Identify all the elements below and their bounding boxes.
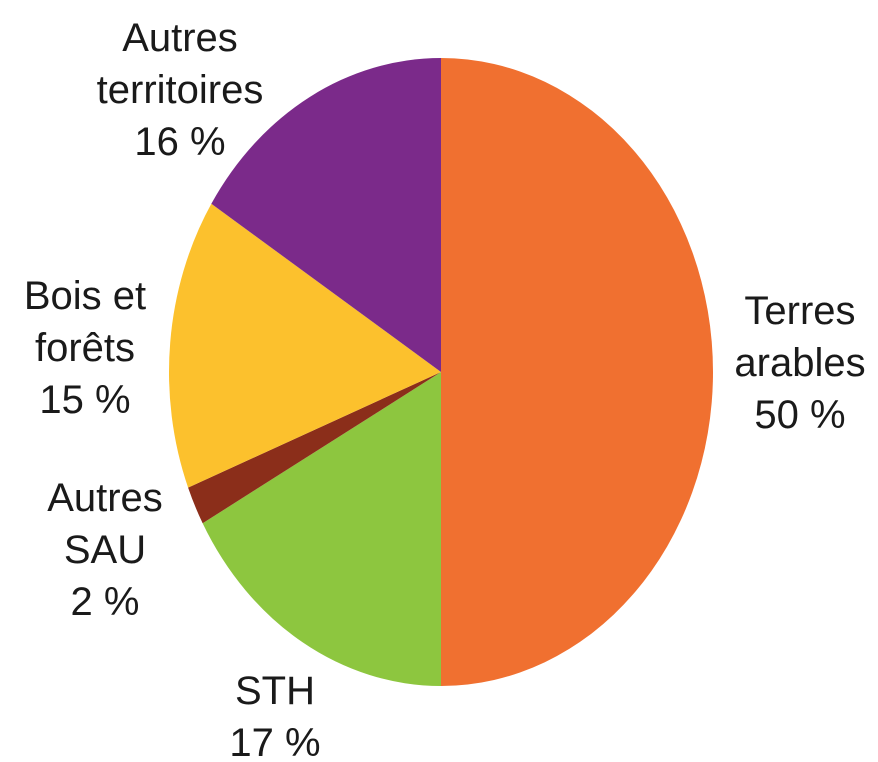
value-label: 2 % bbox=[70, 580, 140, 624]
value-label: 50 % bbox=[754, 393, 846, 437]
slice-label: Autres territoires 16 % bbox=[60, 12, 300, 168]
value-label: 16 % bbox=[134, 120, 226, 164]
category-label: Autres territoires bbox=[96, 16, 264, 112]
pie-slice bbox=[202, 372, 441, 686]
slice-label: Bois et forêts 15 % bbox=[0, 270, 170, 426]
slice-label: Terres arables 50 % bbox=[715, 285, 878, 441]
category-label: Terres arables bbox=[734, 289, 866, 385]
value-label: 17 % bbox=[229, 721, 321, 762]
category-label: Autres SAU bbox=[47, 476, 163, 572]
category-label: STH bbox=[235, 669, 315, 713]
pie-slice bbox=[211, 58, 441, 372]
category-label: Bois et forêts bbox=[23, 274, 147, 370]
slice-label: STH 17 % bbox=[200, 665, 350, 762]
pie-slice bbox=[441, 58, 713, 686]
pie-slice bbox=[168, 203, 441, 488]
value-label: 15 % bbox=[39, 378, 131, 422]
slice-label: Autres SAU 2 % bbox=[20, 472, 190, 628]
pie-slice bbox=[188, 372, 441, 524]
